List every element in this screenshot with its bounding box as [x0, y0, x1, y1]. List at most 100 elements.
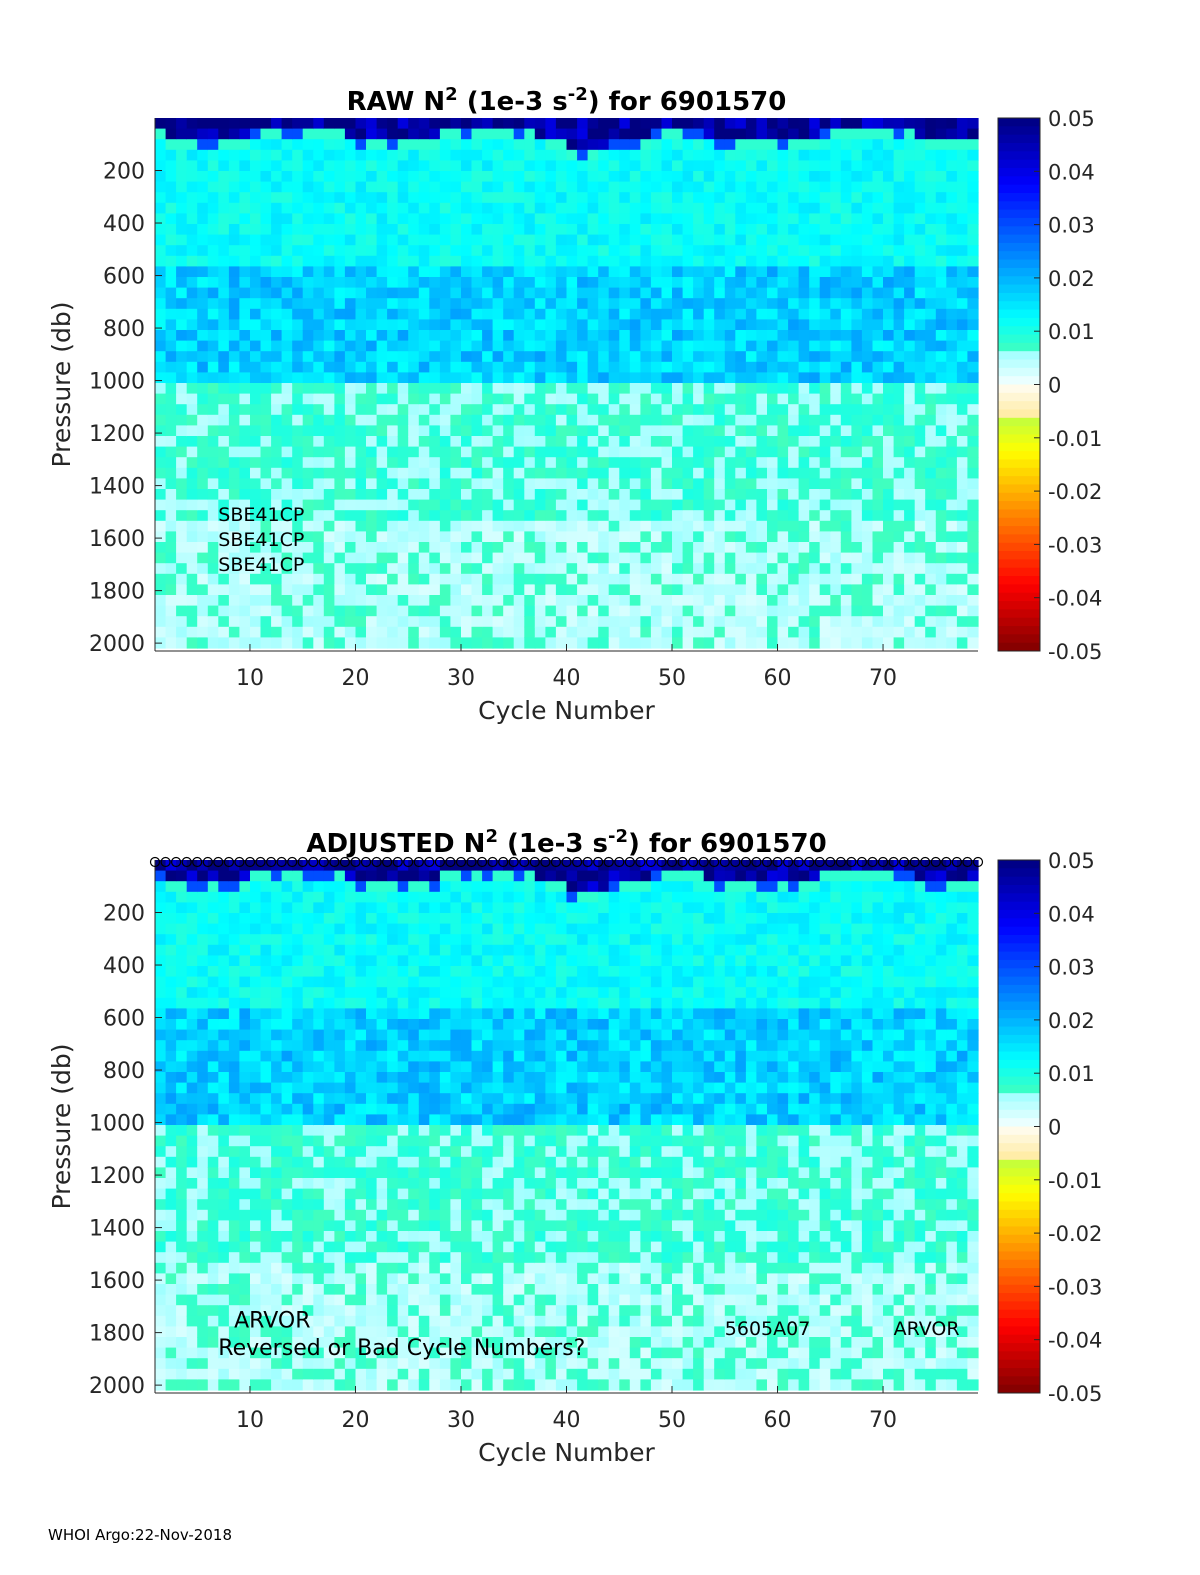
- heatmap-cell: [735, 637, 747, 649]
- heatmap-cell: [767, 308, 779, 320]
- heatmap-cell: [482, 404, 494, 416]
- heatmap-cell: [302, 997, 314, 1009]
- heatmap-cell: [323, 181, 335, 193]
- heatmap-cell: [703, 404, 715, 416]
- heatmap-cell: [640, 595, 652, 607]
- heatmap-cell: [292, 923, 304, 935]
- heatmap-cell: [344, 1029, 357, 1041]
- heatmap-cell: [788, 510, 800, 522]
- heatmap-cell: [524, 245, 536, 257]
- heatmap-cell: [471, 510, 483, 522]
- heatmap-cell: [745, 616, 758, 628]
- heatmap-cell: [355, 372, 367, 384]
- heatmap-cell: [555, 298, 568, 310]
- heatmap-cell: [186, 1252, 198, 1264]
- heatmap-cell: [344, 467, 357, 479]
- colorbar-segment: [998, 542, 1040, 552]
- heatmap-cell: [566, 457, 578, 469]
- heatmap-cell: [534, 308, 546, 320]
- heatmap-cell: [165, 192, 177, 204]
- heatmap-cell: [914, 446, 926, 458]
- heatmap-cell: [260, 372, 272, 384]
- heatmap-cell: [587, 457, 599, 469]
- heatmap-cell: [492, 245, 504, 257]
- heatmap-cell: [207, 997, 219, 1009]
- colorbar-tick-label: -0.05: [1048, 640, 1102, 664]
- heatmap-cell: [186, 446, 198, 458]
- heatmap-cell: [228, 1305, 241, 1317]
- heatmap-cell: [735, 542, 747, 554]
- heatmap-cell: [788, 255, 800, 267]
- heatmap-cell: [155, 351, 167, 363]
- heatmap-cell: [387, 192, 399, 204]
- heatmap-cell: [387, 340, 399, 352]
- heatmap-cell: [672, 531, 684, 543]
- heatmap-cell: [503, 319, 515, 331]
- heatmap-cell: [344, 404, 357, 416]
- heatmap-cell: [344, 139, 357, 151]
- heatmap-cell: [946, 383, 958, 395]
- colorbar-segment: [998, 301, 1040, 311]
- heatmap-cell: [323, 520, 335, 532]
- heatmap-cell: [513, 637, 525, 649]
- heatmap-cell: [492, 224, 504, 236]
- heatmap-cell: [851, 552, 863, 564]
- heatmap-cell: [714, 298, 726, 310]
- heatmap-cell: [260, 595, 272, 607]
- heatmap-cell: [619, 531, 631, 543]
- heatmap-cell: [461, 308, 473, 320]
- heatmap-cell: [482, 573, 494, 585]
- heatmap-cell: [840, 436, 852, 448]
- heatmap-cell: [503, 626, 515, 638]
- heatmap-cell: [640, 637, 652, 649]
- heatmap-cell: [450, 542, 462, 554]
- heatmap-cell: [682, 414, 694, 426]
- heatmap-cell: [883, 330, 895, 342]
- heatmap-cell: [608, 308, 620, 320]
- heatmap-cell: [534, 128, 546, 140]
- heatmap-cell: [228, 1114, 241, 1126]
- heatmap-cell: [714, 287, 726, 299]
- heatmap-cell: [745, 308, 758, 320]
- heatmap-cell: [334, 1082, 346, 1094]
- heatmap-cell: [471, 330, 483, 342]
- heatmap-cell: [724, 213, 736, 225]
- heatmap-cell: [323, 1008, 335, 1020]
- heatmap-cell: [809, 330, 821, 342]
- heatmap-cell: [155, 287, 167, 299]
- heatmap-cell: [956, 224, 969, 236]
- heatmap-cell: [344, 1093, 357, 1105]
- heatmap-cell: [735, 160, 747, 172]
- heatmap-cell: [577, 383, 589, 395]
- heatmap-cell: [819, 255, 831, 267]
- heatmap-cell: [155, 1167, 167, 1179]
- heatmap-cell: [186, 287, 198, 299]
- heatmap-cell: [334, 902, 346, 914]
- heatmap-cell: [323, 351, 335, 363]
- heatmap-cell: [608, 531, 620, 543]
- heatmap-cell: [693, 414, 705, 426]
- heatmap-cell: [260, 489, 272, 501]
- heatmap-cell: [640, 563, 652, 575]
- heatmap-cell: [861, 361, 874, 373]
- heatmap-cell: [555, 351, 568, 363]
- heatmap-cell: [598, 149, 610, 161]
- heatmap-cell: [323, 923, 335, 935]
- heatmap-cell: [598, 245, 610, 257]
- heatmap-cell: [429, 319, 441, 331]
- heatmap-cell: [239, 987, 251, 999]
- heatmap-cell: [851, 446, 863, 458]
- heatmap-cell: [640, 245, 652, 257]
- heatmap-cell: [239, 1040, 251, 1052]
- heatmap-cell: [830, 414, 842, 426]
- heatmap-cell: [334, 330, 346, 342]
- heatmap-cell: [883, 552, 895, 564]
- colorbar-segment: [998, 384, 1040, 394]
- heatmap-cell: [935, 563, 947, 575]
- heatmap-cell: [482, 361, 494, 373]
- heatmap-cell: [577, 277, 589, 289]
- heatmap-cell: [756, 552, 768, 564]
- heatmap-cell: [555, 340, 568, 352]
- heatmap-cell: [397, 118, 409, 130]
- heatmap-cell: [577, 160, 589, 172]
